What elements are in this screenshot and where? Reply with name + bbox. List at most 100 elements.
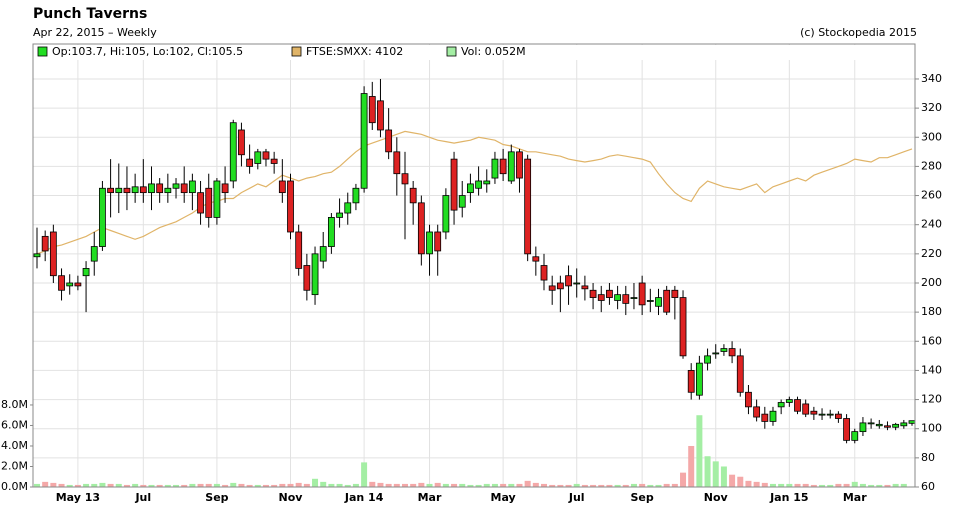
volume-bar	[606, 484, 613, 487]
legend-swatch	[291, 46, 302, 57]
y-tick-label: 140	[921, 363, 942, 376]
candle-body	[41, 235, 49, 252]
candle-body	[622, 294, 630, 304]
volume-bar	[287, 483, 294, 487]
candle-body	[254, 151, 262, 164]
volume-bar	[262, 484, 269, 487]
candle-body	[99, 187, 106, 247]
volume-bar	[851, 481, 858, 487]
candle-body	[753, 406, 761, 418]
candle-body	[573, 282, 581, 285]
candle-body	[33, 253, 41, 258]
volume-bar	[164, 484, 171, 487]
candle-body	[565, 275, 572, 287]
overlay-line	[36, 130, 913, 255]
candle-body	[401, 173, 409, 185]
volume-bar	[148, 484, 155, 487]
volume-bar	[467, 484, 474, 487]
candle-body	[761, 413, 769, 422]
volume-bar	[205, 483, 212, 487]
volume-bar	[173, 484, 180, 487]
candle-body	[287, 180, 294, 233]
candle-body	[229, 122, 237, 182]
y-tick-label: 180	[921, 305, 942, 318]
volume-bar	[524, 480, 531, 487]
volume-bar	[622, 484, 629, 487]
y-tick-label: 100	[921, 422, 942, 435]
candle-body	[327, 217, 335, 247]
candle-body	[197, 192, 204, 214]
candle-body	[148, 183, 155, 194]
plot-marks	[33, 78, 916, 487]
volume-bar	[565, 484, 572, 487]
candle-body	[810, 410, 818, 415]
legend-box	[34, 45, 914, 60]
volume-bar	[410, 483, 417, 487]
legend: Op:103.7, Hi:105, Lo:102, Cl:105.5 FTSE:S…	[37, 45, 526, 58]
volume-bar	[761, 482, 768, 487]
volume-bar	[598, 484, 605, 487]
volume-bar	[729, 474, 736, 487]
x-tick-label: Sep	[205, 491, 228, 504]
volume-bar	[541, 483, 548, 487]
x-tick-label: Jan 15	[769, 491, 808, 504]
volume-bar	[238, 483, 245, 487]
x-tick-label: Mar	[418, 491, 442, 504]
candle-body	[123, 187, 131, 194]
candle-body	[393, 151, 401, 175]
candle-body	[82, 268, 90, 277]
x-tick-label: Mar	[843, 491, 867, 504]
volume-bar	[786, 483, 793, 487]
candle-body	[524, 158, 532, 255]
candle-body	[417, 202, 425, 255]
volume-bar	[222, 484, 229, 487]
candle-body	[630, 297, 638, 299]
candle-body	[638, 282, 646, 306]
volume-bar	[434, 482, 441, 487]
y-tick-label: 260	[921, 189, 942, 202]
candle-body	[892, 423, 900, 428]
y-tick-label: 300	[921, 130, 942, 143]
volume-bar	[475, 484, 482, 487]
volume-bar	[426, 483, 433, 487]
volume-bar	[876, 484, 883, 487]
volume-bar	[843, 483, 850, 487]
volume-bar	[115, 483, 122, 487]
volume-bar	[74, 484, 81, 487]
volume-bar	[704, 456, 711, 487]
candle-body	[704, 355, 711, 364]
volume-bar	[794, 483, 801, 487]
candle-body	[115, 187, 123, 194]
candle-body	[818, 413, 826, 416]
volume-bar	[344, 484, 351, 487]
candle-body	[802, 403, 810, 415]
volume-bar	[892, 483, 899, 487]
volume-bar	[647, 484, 654, 487]
candle-body	[262, 151, 270, 160]
candle-body	[663, 289, 671, 313]
y2-tick-label: 4.0M	[1, 439, 28, 452]
candle-body	[188, 180, 196, 194]
y-tick-label: 60	[921, 480, 935, 493]
candle-body	[107, 187, 114, 194]
volume-bar	[573, 483, 580, 487]
volume-bar	[254, 484, 261, 487]
volume-bar	[66, 484, 73, 487]
volume-bar	[361, 462, 368, 487]
volume-bar	[401, 483, 408, 487]
candle-body	[458, 195, 466, 208]
volume-bar	[516, 483, 523, 487]
candle-body	[655, 297, 662, 307]
candle-body	[606, 289, 613, 298]
volume-bar	[418, 482, 425, 487]
volume-bar	[868, 484, 875, 487]
volume-bar	[549, 484, 556, 487]
credit: (c) Stockopedia 2015	[800, 26, 917, 39]
volume-bar	[614, 484, 621, 487]
candle-body	[908, 420, 916, 424]
candle-body	[516, 151, 523, 179]
y2-tick-label: 2.0M	[1, 459, 28, 472]
y2-tick-label: 0.0M	[1, 480, 28, 493]
y-tick-label: 120	[921, 393, 942, 406]
volume-bar	[655, 484, 662, 487]
